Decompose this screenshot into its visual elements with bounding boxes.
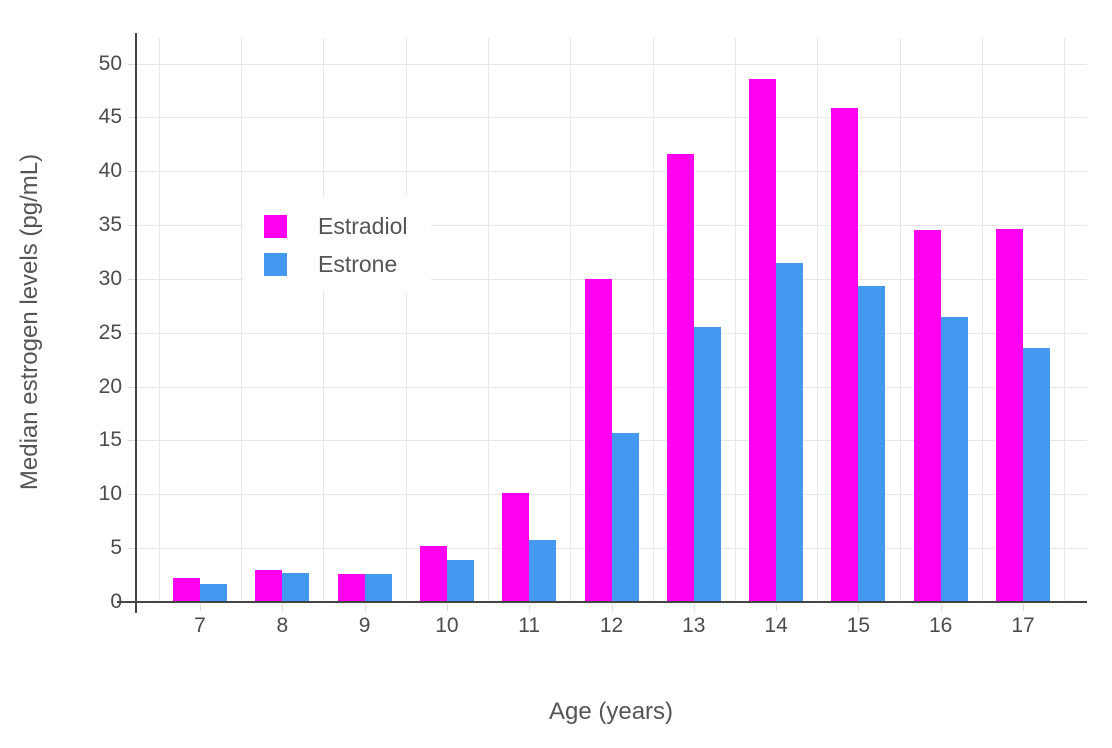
y-tick-label-35: 35 xyxy=(98,213,122,237)
gridline-x-boundary-3 xyxy=(406,38,407,602)
gridline-y-50 xyxy=(136,63,1087,65)
x-tick-label-13: 13 xyxy=(682,614,706,637)
x-tick-label-11: 11 xyxy=(518,614,541,637)
gridline-y-30 xyxy=(136,278,1087,280)
y-tick-mark-0 xyxy=(128,602,135,603)
y-tick-label-50: 50 xyxy=(98,51,122,75)
y-tick-mark-5 xyxy=(128,548,135,550)
bar-estrone-age-10 xyxy=(446,559,474,602)
bar-estradiol-age-13 xyxy=(666,153,694,602)
gridline-y-25 xyxy=(136,332,1087,334)
legend: Estradiol Estrone xyxy=(243,196,432,292)
x-tick-mark-17 xyxy=(1023,604,1024,611)
bar-estrone-age-17 xyxy=(1023,347,1050,602)
bar-estrone-age-9 xyxy=(364,573,392,602)
y-tick-label-25: 25 xyxy=(98,320,122,344)
gridline-x-boundary-1 xyxy=(241,38,242,602)
y-axis-title: Median estrogen levels (pg/mL) xyxy=(16,153,43,491)
gridline-y-35 xyxy=(136,225,1087,227)
x-tick-label-17: 17 xyxy=(1011,614,1035,637)
bar-estradiol-age-7 xyxy=(173,578,200,602)
x-axis-line xyxy=(117,600,1087,603)
gridline-y-40 xyxy=(136,171,1087,173)
bar-estradiol-age-15 xyxy=(831,107,859,602)
x-tick-mark-14 xyxy=(776,604,778,611)
legend-item-estradiol[interactable]: Estradiol xyxy=(264,214,407,238)
bar-estrone-age-12 xyxy=(611,432,639,602)
x-tick-label-10: 10 xyxy=(435,614,459,637)
gridline-x-boundary-6 xyxy=(653,38,654,602)
x-tick-mark-8 xyxy=(282,604,284,611)
x-tick-mark-15 xyxy=(858,604,860,611)
y-axis-line xyxy=(134,33,137,613)
x-axis-title: Age (years) xyxy=(548,698,674,725)
y-tick-label-5: 5 xyxy=(110,536,122,560)
gridline-y-45 xyxy=(136,117,1087,119)
bar-estrone-age-7 xyxy=(200,583,227,602)
gridline-y-20 xyxy=(136,386,1087,388)
y-tick-label-45: 45 xyxy=(98,105,122,129)
bar-estrone-age-8 xyxy=(282,572,310,602)
y-tick-mark-20 xyxy=(128,386,135,388)
bar-estradiol-age-11 xyxy=(502,493,530,602)
bar-estradiol-age-10 xyxy=(419,545,447,602)
bar-estradiol-age-9 xyxy=(337,573,365,602)
y-tick-label-30: 30 xyxy=(98,266,122,290)
y-tick-mark-40 xyxy=(128,171,135,173)
gridline-x-boundary-7 xyxy=(735,38,736,602)
x-tick-label-14: 14 xyxy=(764,614,788,637)
y-tick-label-15: 15 xyxy=(98,428,122,452)
x-tick-mark-16 xyxy=(940,604,942,611)
legend-label-estrone: Estrone xyxy=(318,251,398,277)
y-tick-mark-30 xyxy=(128,278,135,280)
legend-swatch-estradiol xyxy=(264,214,287,238)
y-tick-label-40: 40 xyxy=(98,159,122,183)
bar-estrone-age-11 xyxy=(529,539,557,602)
x-tick-label-7: 7 xyxy=(194,614,206,637)
x-tick-mark-10 xyxy=(446,604,448,611)
legend-item-estrone[interactable]: Estrone xyxy=(264,252,407,276)
legend-swatch-estrone xyxy=(264,252,287,276)
bar-estradiol-age-8 xyxy=(255,569,283,602)
gridline-x-boundary-2 xyxy=(323,38,324,602)
gridline-x-boundary-11 xyxy=(1064,38,1065,602)
bar-estradiol-age-17 xyxy=(996,229,1023,602)
x-tick-mark-7 xyxy=(200,604,201,611)
bar-estradiol-age-12 xyxy=(584,278,612,602)
gridline-x-boundary-8 xyxy=(817,38,818,602)
gridline-x-boundary-4 xyxy=(488,38,489,602)
gridline-x-boundary-9 xyxy=(900,38,901,602)
y-tick-mark-35 xyxy=(128,225,135,227)
y-tick-mark-50 xyxy=(128,63,135,65)
x-tick-mark-13 xyxy=(693,604,695,611)
y-tick-label-20: 20 xyxy=(98,374,122,398)
y-tick-mark-10 xyxy=(128,494,135,496)
y-tick-mark-15 xyxy=(128,440,135,442)
x-tick-label-12: 12 xyxy=(599,614,624,637)
gridline-x-boundary-10 xyxy=(982,38,983,602)
x-tick-mark-12 xyxy=(611,604,613,611)
bar-estrone-age-13 xyxy=(693,327,721,602)
x-tick-mark-11 xyxy=(529,604,531,611)
bar-estrone-age-14 xyxy=(776,262,804,602)
bar-estrone-age-15 xyxy=(858,286,886,602)
x-tick-mark-9 xyxy=(364,604,366,611)
y-tick-label-0: 0 xyxy=(76,589,122,615)
gridline-x-boundary-0 xyxy=(159,38,160,602)
x-tick-label-16: 16 xyxy=(929,614,953,637)
x-tick-label-8: 8 xyxy=(276,614,289,637)
y-tick-mark-45 xyxy=(128,117,135,119)
bar-estradiol-age-14 xyxy=(749,78,777,602)
bar-estrone-age-16 xyxy=(940,316,968,602)
bar-estradiol-age-16 xyxy=(913,230,941,602)
x-tick-label-9: 9 xyxy=(358,614,371,637)
gridline-x-boundary-5 xyxy=(570,38,571,602)
y-tick-label-10: 10 xyxy=(98,482,122,506)
y-tick-mark-25 xyxy=(128,332,135,334)
x-tick-label-15: 15 xyxy=(846,614,871,637)
legend-label-estradiol: Estradiol xyxy=(318,213,408,239)
